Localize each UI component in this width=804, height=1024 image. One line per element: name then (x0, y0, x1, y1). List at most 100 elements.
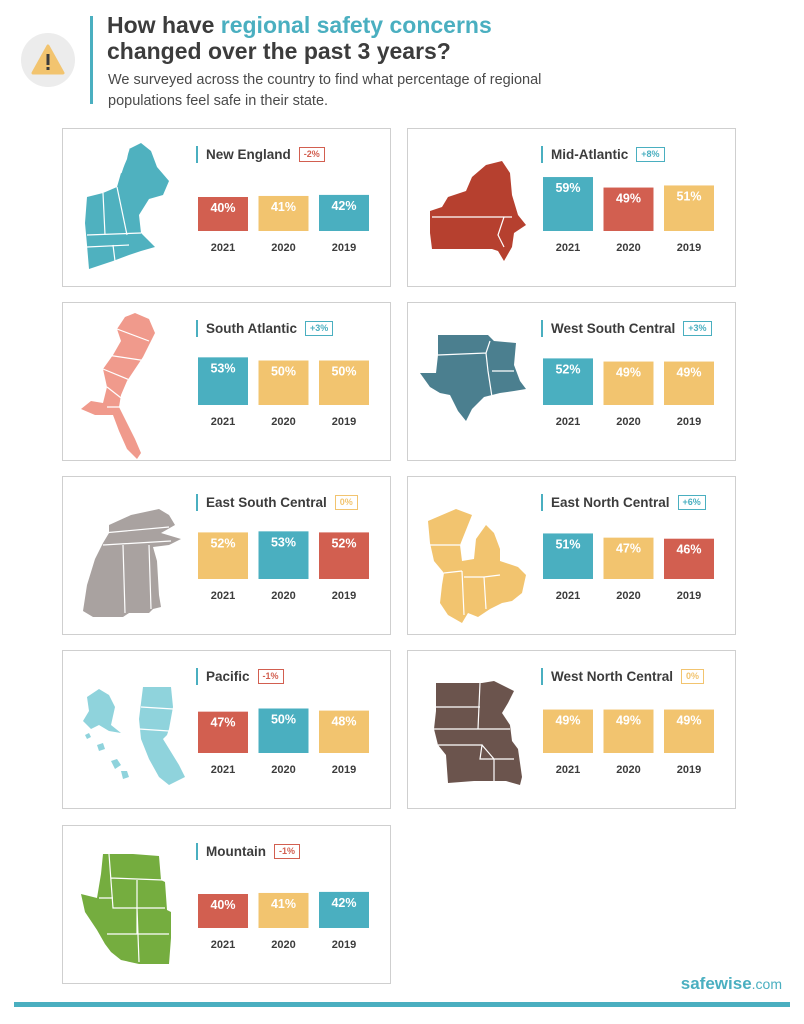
data-label: 41% (271, 897, 296, 911)
card-header: South Atlantic +3% (196, 319, 334, 337)
change-badge: -1% (274, 843, 301, 859)
bar-2019 (664, 185, 714, 231)
data-label: 42% (331, 896, 356, 910)
card-header-bar (196, 145, 198, 163)
bar-2019 (319, 360, 369, 405)
year-label: 2019 (332, 242, 356, 254)
change-badge: -1% (257, 668, 284, 684)
logo-wise: wise (714, 974, 752, 993)
region-card-mid-atlantic: Mid-Atlantic +8% 59% 2021 49% 2020 51% 2019 (407, 128, 736, 287)
card-header-bar (541, 319, 543, 337)
bar-2019 (664, 709, 714, 753)
bar-2020 (258, 360, 309, 405)
bar-2019 (664, 538, 714, 579)
data-label: 51% (676, 189, 701, 203)
region-card-pacific: Pacific -1% 47% 2021 50% 2020 48% 2019 (62, 650, 391, 809)
bar-2019 (319, 532, 369, 579)
data-label: 49% (616, 192, 641, 206)
card-header-bar (196, 319, 198, 337)
data-label: 46% (676, 543, 701, 557)
region-card-mountain: Mountain -1% 40% 2021 41% 2020 42% 2019 (62, 825, 391, 984)
data-label: 51% (555, 537, 580, 551)
west-north-central-map-icon (414, 659, 534, 804)
data-label: 50% (271, 365, 296, 379)
region-card-west-north-central: West North Central 0% 49% 2021 49% 2020 49% 2… (407, 650, 736, 809)
change-badge: +3% (305, 320, 334, 336)
card-header: West North Central 0% (541, 667, 705, 685)
data-label: 50% (271, 713, 296, 727)
bar-2019 (319, 194, 369, 231)
year-label: 2021 (211, 939, 235, 951)
mountain-map-icon (69, 834, 189, 979)
change-badge: +3% (683, 320, 712, 336)
card-header-bar (196, 667, 198, 685)
region-card-new-england: New England -2% 40% 2021 41% 2020 42% 2019 (62, 128, 391, 287)
bar-2020 (603, 709, 654, 753)
card-header: Mountain -1% (196, 842, 301, 860)
region-name: South Atlantic (206, 320, 297, 336)
west-south-central-map-icon (414, 311, 534, 456)
change-badge: -2% (298, 146, 325, 162)
year-label: 2019 (677, 242, 701, 254)
bar-2020 (603, 361, 654, 405)
bar-2019 (664, 361, 714, 405)
south-atlantic-map-icon (69, 311, 189, 468)
year-label: 2020 (616, 764, 640, 776)
year-label: 2020 (271, 939, 295, 951)
footer-rule (14, 1002, 790, 1007)
card-header-bar (541, 145, 543, 163)
year-label: 2020 (616, 416, 640, 428)
region-name: East North Central (551, 494, 670, 510)
region-card-east-south-central: East South Central 0% 52% 2021 53% 2020 52% 2… (62, 476, 391, 635)
bar-chart: 53% 2021 50% 2020 50% 2019 (198, 357, 369, 428)
year-label: 2021 (556, 764, 580, 776)
year-label: 2021 (556, 242, 580, 254)
bar-chart: 59% 2021 49% 2020 51% 2019 (543, 177, 714, 254)
card-header-bar (196, 493, 198, 511)
bar-chart: 51% 2021 47% 2020 46% 2019 (543, 533, 714, 602)
region-name: Pacific (206, 668, 250, 684)
bar-2021 (543, 177, 593, 231)
region-name: Mid-Atlantic (551, 146, 629, 162)
change-badge: +6% (677, 494, 706, 510)
region-card-south-atlantic: South Atlantic +3% 53% 2021 50% 2020 50% 2019 (62, 302, 391, 461)
data-label: 49% (555, 714, 580, 728)
card-header-bar (541, 493, 543, 511)
year-label: 2020 (271, 242, 295, 254)
year-label: 2021 (211, 242, 235, 254)
data-label: 53% (210, 361, 235, 375)
page-subtitle: We surveyed across the country to find w… (108, 72, 542, 109)
bar-2020 (258, 892, 309, 928)
region-name: East South Central (206, 494, 327, 510)
data-label: 49% (616, 366, 641, 380)
region-name: New England (206, 146, 291, 162)
card-header-bar (196, 842, 198, 860)
data-label: 49% (616, 714, 641, 728)
bar-2019 (319, 710, 369, 753)
card-header: New England -2% (196, 145, 325, 163)
data-label: 50% (331, 365, 356, 379)
bar-2021 (198, 532, 248, 579)
new-england-map-icon (69, 137, 189, 282)
change-badge: 0% (681, 668, 705, 684)
page-title: How have regional safety concerns changed… (107, 12, 492, 64)
year-label: 2019 (677, 416, 701, 428)
bar-2021 (198, 197, 248, 231)
year-label: 2019 (332, 939, 356, 951)
data-label: 49% (676, 714, 701, 728)
data-label: 48% (331, 715, 356, 729)
data-label: 40% (210, 898, 235, 912)
year-label: 2019 (332, 764, 356, 776)
data-label: 53% (271, 535, 296, 549)
bar-chart: 49% 2021 49% 2020 49% 2019 (543, 709, 714, 776)
year-label: 2021 (556, 590, 580, 602)
bar-2021 (198, 894, 248, 928)
data-label: 59% (555, 181, 580, 195)
data-label: 40% (210, 201, 235, 215)
bar-2019 (319, 891, 369, 928)
data-label: 52% (555, 362, 580, 376)
year-label: 2019 (677, 764, 701, 776)
year-label: 2020 (616, 242, 640, 254)
safewise-logo: safewise.com (681, 974, 782, 994)
bar-chart: 47% 2021 50% 2020 48% 2019 (198, 708, 369, 776)
